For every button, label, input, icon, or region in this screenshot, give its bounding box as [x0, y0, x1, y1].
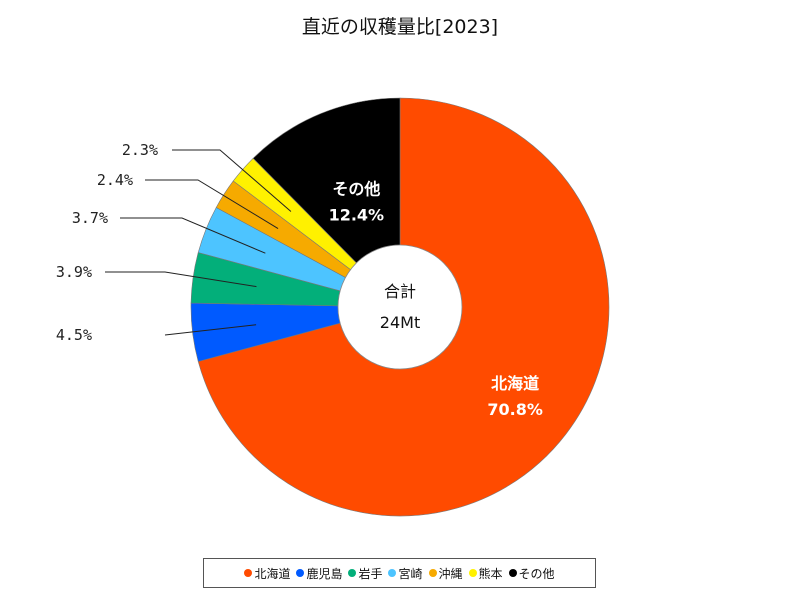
- legend-dot-icon: [296, 569, 305, 577]
- legend-dot-icon: [428, 569, 437, 577]
- legend-label: 宮崎: [398, 566, 423, 581]
- slice-name-label: 北海道: [491, 374, 539, 393]
- leader-line: [120, 217, 266, 254]
- legend-label: 岩手: [358, 566, 383, 581]
- legend-dot-icon: [508, 569, 517, 577]
- legend-label: 鹿児島: [306, 566, 343, 581]
- slice-value-label: 2.3%: [122, 141, 158, 159]
- legend-label: その他: [518, 566, 555, 581]
- slice-value-label: 2.4%: [97, 171, 133, 189]
- legend-dot-icon: [468, 569, 477, 577]
- slice-value-label: 3.9%: [56, 263, 92, 281]
- legend-item: 宮崎: [388, 565, 423, 582]
- center-label: 合計: [384, 282, 416, 301]
- legend-dot-icon: [244, 569, 253, 577]
- legend-item: その他: [508, 565, 555, 582]
- legend-label: 熊本: [478, 566, 503, 581]
- legend-dot-icon: [388, 569, 397, 577]
- chart-title: 直近の収穫量比[2023]: [301, 16, 499, 38]
- legend-item: 北海道: [244, 565, 290, 582]
- legend-dot-icon: [348, 569, 357, 577]
- legend-item: 岩手: [348, 565, 382, 582]
- legend-item: 熊本: [468, 565, 503, 582]
- slice-name-label: その他: [332, 180, 380, 199]
- slice-value-label: 4.5%: [56, 326, 92, 344]
- slice-value-label: 3.7%: [72, 209, 108, 227]
- slice-value-label: 12.4%: [329, 206, 385, 225]
- legend-label: 北海道: [254, 566, 291, 581]
- leader-line: [172, 149, 292, 212]
- leader-line: [145, 179, 279, 229]
- center-value: 24Mt: [380, 313, 420, 332]
- leader-line: [164, 324, 257, 336]
- donut-hole: [337, 244, 463, 370]
- legend-label: 沖縄: [438, 566, 463, 581]
- legend-item: 鹿児島: [296, 565, 342, 582]
- legend-item: 沖縄: [428, 565, 463, 582]
- slice-その他: [252, 97, 401, 308]
- leader-line: [105, 271, 257, 288]
- slice-value-label: 70.8%: [487, 400, 543, 419]
- legend: 北海道 鹿児島 岩手 宮崎 沖縄 熊本 その他: [203, 558, 596, 588]
